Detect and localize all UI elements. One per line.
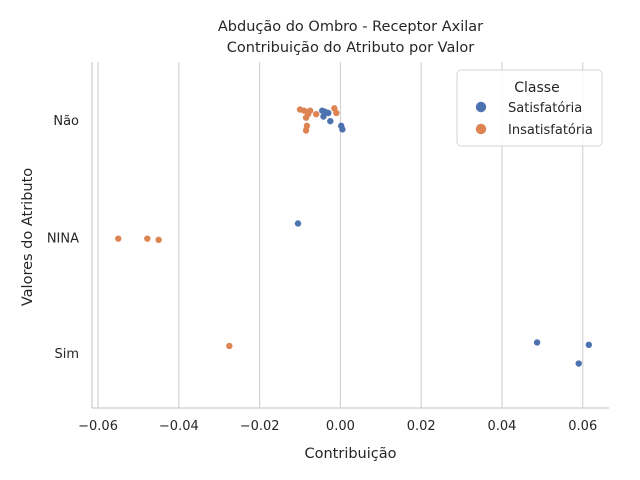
- axes-frame: [91, 62, 609, 409]
- data-point-satisfatoria: [339, 126, 346, 133]
- data-point-insatisfatoria: [144, 235, 151, 242]
- legend-title: Classe: [514, 80, 559, 96]
- x-tick-label: 0.06: [568, 419, 597, 434]
- x-tick-label: 0.02: [407, 419, 436, 434]
- data-point-satisfatoria: [575, 360, 582, 367]
- data-point-insatisfatoria: [302, 127, 310, 134]
- data-point-insatisfatoria: [115, 235, 122, 242]
- legend-label-satisfatoria: Satisfatória: [508, 101, 582, 116]
- gridlines: [97, 62, 584, 408]
- y-tick-label: Não: [53, 114, 79, 129]
- x-tick-label: 0.00: [326, 419, 355, 434]
- y-tick-label: Sim: [54, 347, 79, 362]
- x-tick-label: −0.02: [240, 419, 280, 434]
- data-point-satisfatoria: [327, 117, 334, 125]
- legend: Classe Satisfatória Insatisfatória: [456, 69, 603, 147]
- x-tick-label: 0.04: [487, 419, 516, 434]
- data-points: [115, 105, 593, 367]
- x-tick-labels: −0.06 −0.04 −0.02 0.00 0.02 0.04 0.06: [78, 419, 597, 434]
- x-tick-label: −0.06: [78, 419, 118, 434]
- data-point-insatisfatoria: [226, 342, 233, 350]
- y-tick-label: NINA: [47, 232, 79, 247]
- data-point-satisfatoria: [325, 109, 332, 117]
- data-point-satisfatoria: [320, 113, 327, 120]
- data-point-satisfatoria: [585, 341, 593, 349]
- chart-title-line-2: Contribuição do Atributo por Valor: [227, 40, 474, 56]
- x-tick-label: −0.04: [159, 419, 199, 434]
- legend-marker-insatisfatoria: [475, 123, 487, 135]
- data-point-satisfatoria: [533, 339, 541, 346]
- data-point-insatisfatoria: [302, 114, 310, 121]
- y-tick-labels: Não NINA Sim: [47, 114, 79, 362]
- x-axis-label: Contribuição: [304, 446, 396, 462]
- legend-marker-satisfatoria: [475, 101, 487, 113]
- data-point-insatisfatoria: [333, 109, 340, 117]
- legend-label-insatisfatoria: Insatisfatória: [508, 123, 593, 138]
- data-point-insatisfatoria: [312, 110, 320, 118]
- data-point-satisfatoria: [294, 220, 302, 227]
- chart-title-line-1: Abdução do Ombro - Receptor Axilar: [218, 19, 483, 35]
- legend-box: [456, 69, 603, 147]
- y-axis-label: Valores do Atributo: [20, 168, 36, 306]
- data-point-insatisfatoria: [155, 236, 162, 244]
